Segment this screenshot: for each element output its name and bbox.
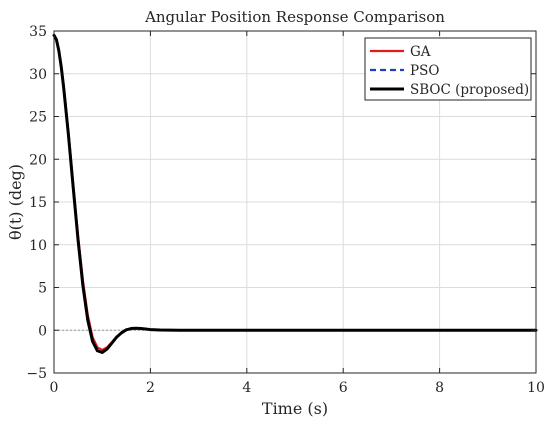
legend-label-2: SBOC (proposed) [410,82,529,98]
x-tick-label: 4 [242,380,251,396]
legend-label-1: PSO [410,63,439,79]
y-tick-label: 25 [29,110,47,126]
y-tick-label: 35 [29,24,47,40]
y-tick-label: 5 [38,281,47,297]
x-tick-label: 0 [50,380,59,396]
y-axis-label: θ(t) (deg) [6,164,25,240]
y-tick-label: 0 [38,323,47,339]
series-group [52,33,538,354]
y-tick-label: 30 [29,67,47,83]
x-tick-label: 10 [527,380,545,396]
y-tick-label: 15 [29,195,47,211]
y-tick-label: 20 [29,152,47,168]
x-axis-label: Time (s) [262,399,328,418]
y-tick-label: 10 [29,238,47,254]
x-tick-label: 8 [435,380,444,396]
y-tick-label: −5 [26,366,47,382]
series-line-2 [52,33,538,354]
x-tick-label: 6 [339,380,348,396]
legend: GA PSO SBOC (proposed) [364,37,532,101]
chart-title: Angular Position Response Comparison [144,8,445,26]
legend-label-0: GA [410,44,431,60]
x-tick-label: 2 [146,380,155,396]
